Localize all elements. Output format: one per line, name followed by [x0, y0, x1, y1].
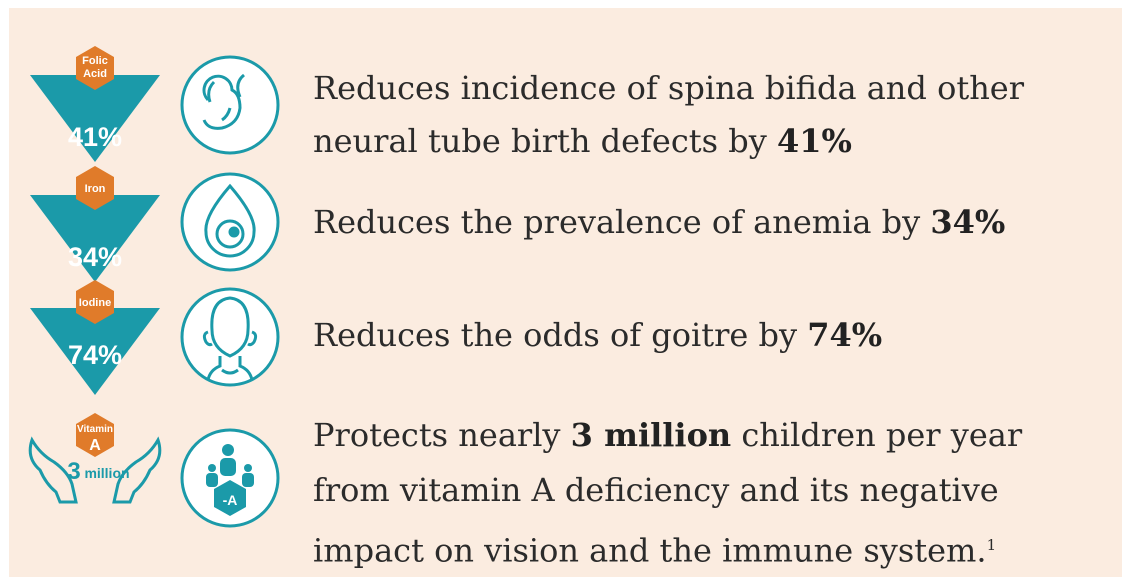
head-icon — [202, 296, 258, 381]
nutrient-hexagon — [76, 280, 114, 324]
text: impact on vision and the immune system. — [313, 531, 987, 570]
text: children per year — [731, 416, 1023, 454]
footnote-mark: 1 — [986, 536, 997, 554]
nutrient-label: Iodine — [79, 297, 111, 309]
highlight: 41% — [776, 122, 852, 160]
badge-triangle — [30, 308, 160, 395]
people-icon — [206, 444, 254, 516]
nutrient-hexagon — [76, 166, 114, 210]
hands-icon — [28, 436, 162, 504]
badge-value: 3 — [67, 458, 80, 485]
line: Protects nearly 3 million children per y… — [313, 408, 1022, 463]
nutrient-hexagon — [76, 46, 114, 90]
text: from vitamin A deficiency and its negati… — [313, 471, 999, 509]
badge-triangle — [30, 75, 160, 162]
nutrient-label: Vitamin — [77, 424, 113, 435]
line: neural tube birth defects by 41% — [313, 115, 1024, 168]
highlight: 3 million — [570, 416, 732, 454]
line: Reduces the prevalence of anemia by 34% — [313, 196, 1005, 249]
icon-label: -A — [223, 492, 238, 508]
text: Reduces the prevalence of anemia by — [313, 203, 931, 241]
line: Reduces incidence of spina bifida and ot… — [313, 62, 1024, 115]
line: impact on vision and the immune system.1 — [313, 518, 1022, 573]
hexagons — [76, 46, 114, 457]
nutrient-label: Folic — [82, 55, 108, 67]
nutrient-hexagon — [76, 413, 114, 457]
cell-icon — [215, 219, 245, 249]
text: Reduces the odds of goitre by — [313, 316, 808, 354]
description: Reduces the prevalence of anemia by 34% — [313, 196, 1005, 249]
badge-triangle — [30, 195, 160, 282]
description: Reduces incidence of spina bifida and ot… — [313, 62, 1024, 168]
nutrient-label: A — [89, 437, 101, 454]
line: Reduces the odds of goitre by 74% — [313, 309, 882, 362]
badge-unit: million — [84, 465, 129, 481]
drop-icon — [204, 183, 256, 258]
line: from vitamin A deficiency and its negati… — [313, 463, 1022, 518]
badge-value: 34% — [68, 242, 122, 272]
highlight: 34% — [930, 203, 1006, 241]
description: Protects nearly 3 million children per y… — [313, 408, 1022, 573]
cell-dot — [228, 226, 240, 238]
text: Protects nearly — [313, 416, 571, 454]
description: Reduces the odds of goitre by 74% — [313, 309, 882, 362]
badge-value: 41% — [68, 122, 122, 152]
icon-circle — [180, 428, 280, 528]
nutrient-label: Acid — [83, 68, 107, 80]
icon-circle — [180, 287, 280, 387]
text: neural tube birth defects by — [313, 122, 777, 160]
text: Reduces incidence of spina bifida and ot… — [313, 69, 1025, 107]
badge-value: 74% — [68, 340, 122, 370]
nutrient-label: Iron — [85, 183, 106, 195]
fetus-icon — [202, 73, 246, 130]
highlight: 74% — [807, 316, 883, 354]
icon-circle — [180, 55, 280, 155]
